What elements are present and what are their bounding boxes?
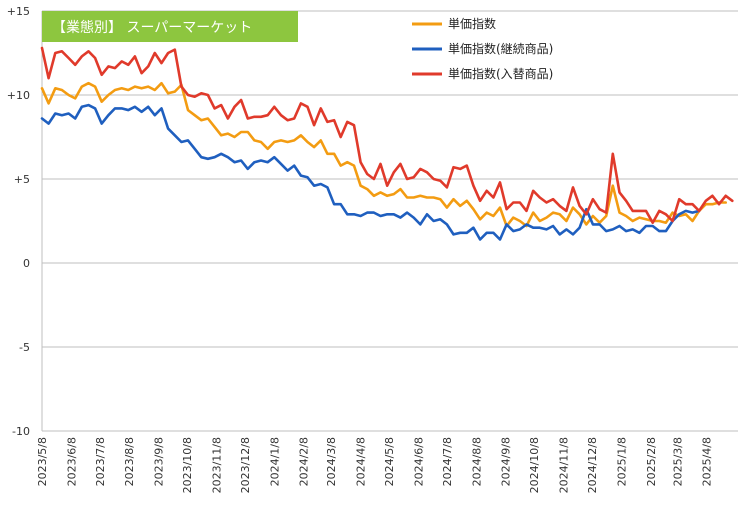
y-tick-label: +10 bbox=[7, 89, 30, 102]
x-tick-label: 2023/11/8 bbox=[210, 437, 223, 493]
x-tick-label: 2024/2/8 bbox=[298, 437, 311, 486]
x-tick-label: 2024/5/8 bbox=[383, 437, 396, 486]
x-tick-label: 2024/8/8 bbox=[470, 437, 483, 486]
x-tick-label: 2023/9/8 bbox=[153, 437, 166, 486]
x-tick-label: 2025/2/8 bbox=[645, 437, 658, 486]
legend-label: 単価指数(入替商品) bbox=[448, 66, 553, 81]
x-tick-label: 2025/1/8 bbox=[615, 437, 628, 486]
x-tick-label: 2025/3/8 bbox=[671, 437, 684, 486]
y-tick-label: -10 bbox=[12, 425, 30, 438]
series-line bbox=[40, 46, 734, 224]
chart-title-box: 【業態別】 スーパーマーケット bbox=[42, 11, 298, 42]
x-tick-label: 2023/12/8 bbox=[239, 437, 252, 493]
chart-title-background bbox=[42, 11, 298, 42]
y-tick-label: +15 bbox=[7, 5, 30, 18]
series-line bbox=[40, 103, 701, 241]
chart-title: 【業態別】 スーパーマーケット bbox=[52, 20, 252, 36]
y-tick-label: -5 bbox=[19, 341, 30, 354]
y-tick-label: 0 bbox=[23, 257, 30, 270]
x-tick-label: 2024/1/8 bbox=[268, 437, 281, 486]
x-tick-label: 2024/4/8 bbox=[355, 437, 368, 486]
x-tick-label: 2023/5/8 bbox=[36, 437, 49, 486]
legend-label: 単価指数 bbox=[448, 16, 496, 31]
series-line bbox=[40, 81, 728, 228]
x-tick-label: 2023/8/8 bbox=[123, 437, 136, 486]
x-tick-label: 2024/12/8 bbox=[586, 437, 599, 493]
x-tick-label: 2023/6/8 bbox=[65, 437, 78, 486]
series-lines bbox=[40, 46, 734, 241]
x-tick-label: 2024/11/8 bbox=[558, 437, 571, 493]
x-tick-label: 2023/7/8 bbox=[94, 437, 107, 486]
x-tick-label: 2024/7/8 bbox=[441, 437, 454, 486]
legend-label: 単価指数(継続商品) bbox=[448, 41, 553, 56]
y-tick-label: +5 bbox=[14, 173, 30, 186]
x-tick-label: 2024/10/8 bbox=[528, 437, 541, 493]
x-tick-label: 2024/9/8 bbox=[500, 437, 513, 486]
x-tick-label: 2024/6/8 bbox=[412, 437, 425, 486]
x-tick-labels: 2023/5/8 2023/6/8 2023/7/8 2023/8/8 2023/9/8… bbox=[36, 437, 714, 493]
x-tick-label: 2023/10/8 bbox=[181, 437, 194, 493]
x-tick-label: 2025/4/8 bbox=[701, 437, 714, 486]
x-tick-label: 2024/3/8 bbox=[325, 437, 338, 486]
y-tick-labels: +15 +10 +5 0 -5 -10 bbox=[7, 5, 30, 438]
